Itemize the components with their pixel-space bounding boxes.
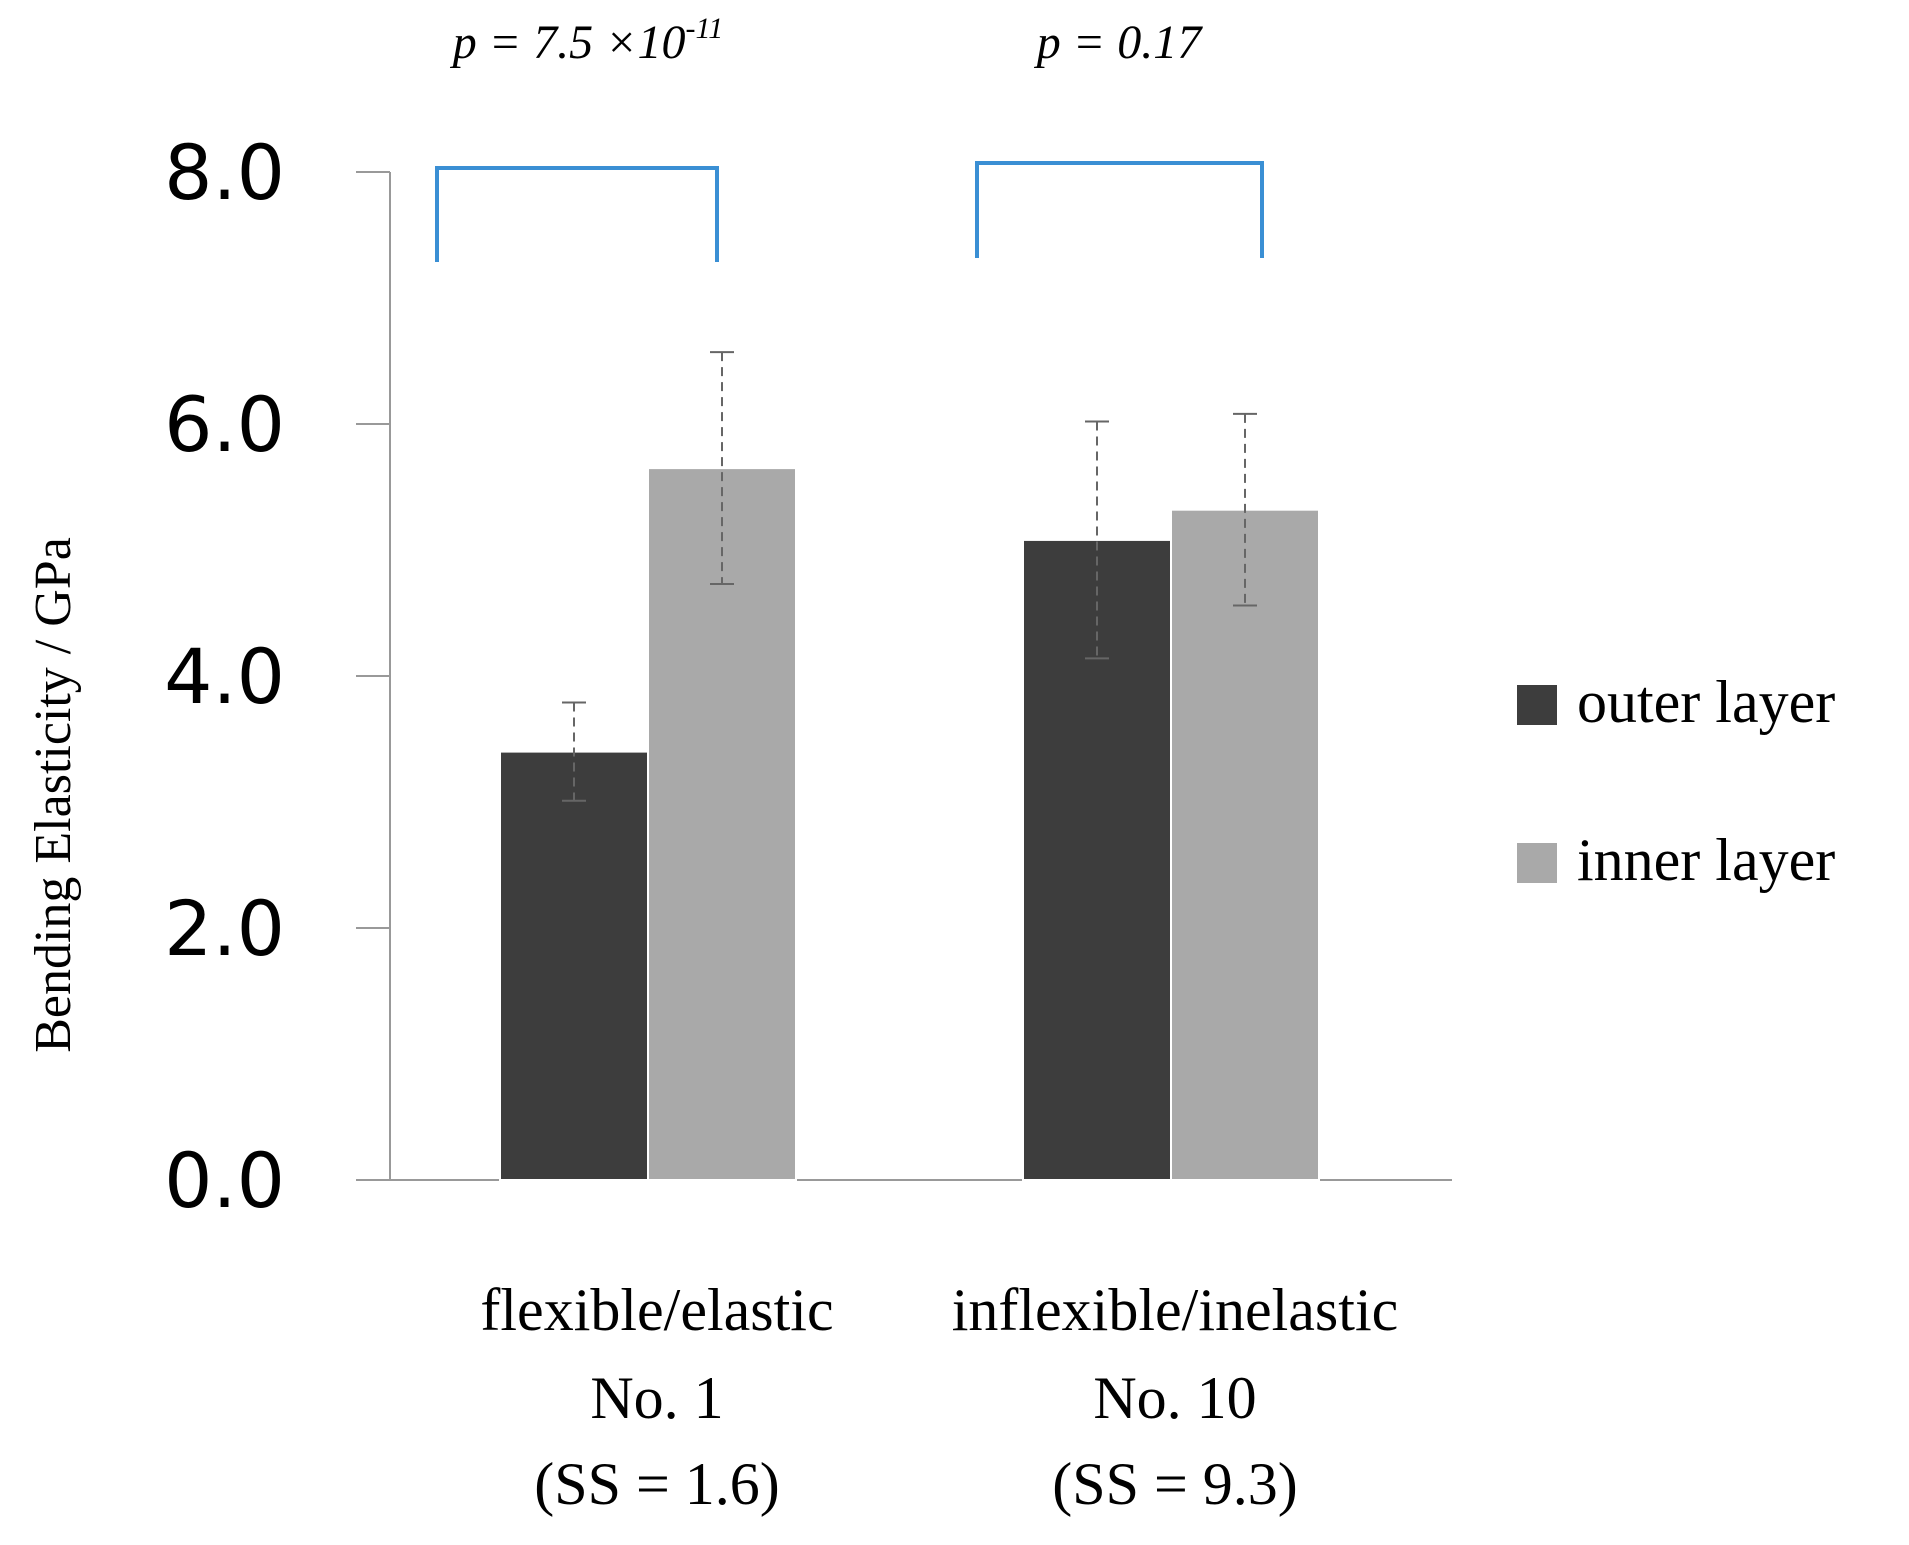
significance-brackets: p = 7.5 ×10-11 p = 0.17 [435,12,1264,262]
y-tick-label: 0.0 [164,1136,285,1225]
p-value-label: p = 7.5 ×10-11 [450,12,724,69]
y-axis-title: Bending Elasticity / GPa [25,537,82,1053]
legend-swatch-inner [1517,843,1557,883]
p-value-text: p = 0.17 [1034,16,1203,69]
p-value-label: p = 0.17 [1034,16,1203,69]
error-bars [562,351,1257,802]
y-tick-label: 6.0 [164,380,285,469]
bar-inner-0 [647,467,797,1182]
significance-bracket [975,161,1264,258]
category-labels: flexible/elastic No. 1 (SS = 1.6) inflexibl… [480,1277,1398,1517]
significance-bracket [435,166,719,262]
legend-label: outer layer [1577,669,1835,735]
y-tick-label: 2.0 [164,884,285,973]
bar-outer-0 [499,750,649,1181]
legend-swatch-outer [1517,685,1557,725]
category-label-line2: No. 1 [590,1365,723,1431]
category-label-line1: flexible/elastic [480,1277,833,1343]
p-value-text: p = 7.5 ×10 [450,16,686,69]
bars [499,467,1320,1182]
category-label-line1: inflexible/inelastic [952,1277,1399,1343]
legend: outer layer inner layer [1517,669,1835,893]
category-label-line2: No. 10 [1093,1365,1256,1431]
bar-inner-1 [1170,508,1320,1181]
y-tick-label: 8.0 [164,128,285,217]
legend-label: inner layer [1577,827,1835,893]
y-axis: 0.0 2.0 4.0 6.0 8.0 [164,128,1452,1225]
p-value-exponent: -11 [686,12,724,45]
category-label-line3: (SS = 1.6) [534,1451,780,1517]
y-tick-label: 4.0 [164,632,285,721]
category-label-line3: (SS = 9.3) [1052,1451,1298,1517]
